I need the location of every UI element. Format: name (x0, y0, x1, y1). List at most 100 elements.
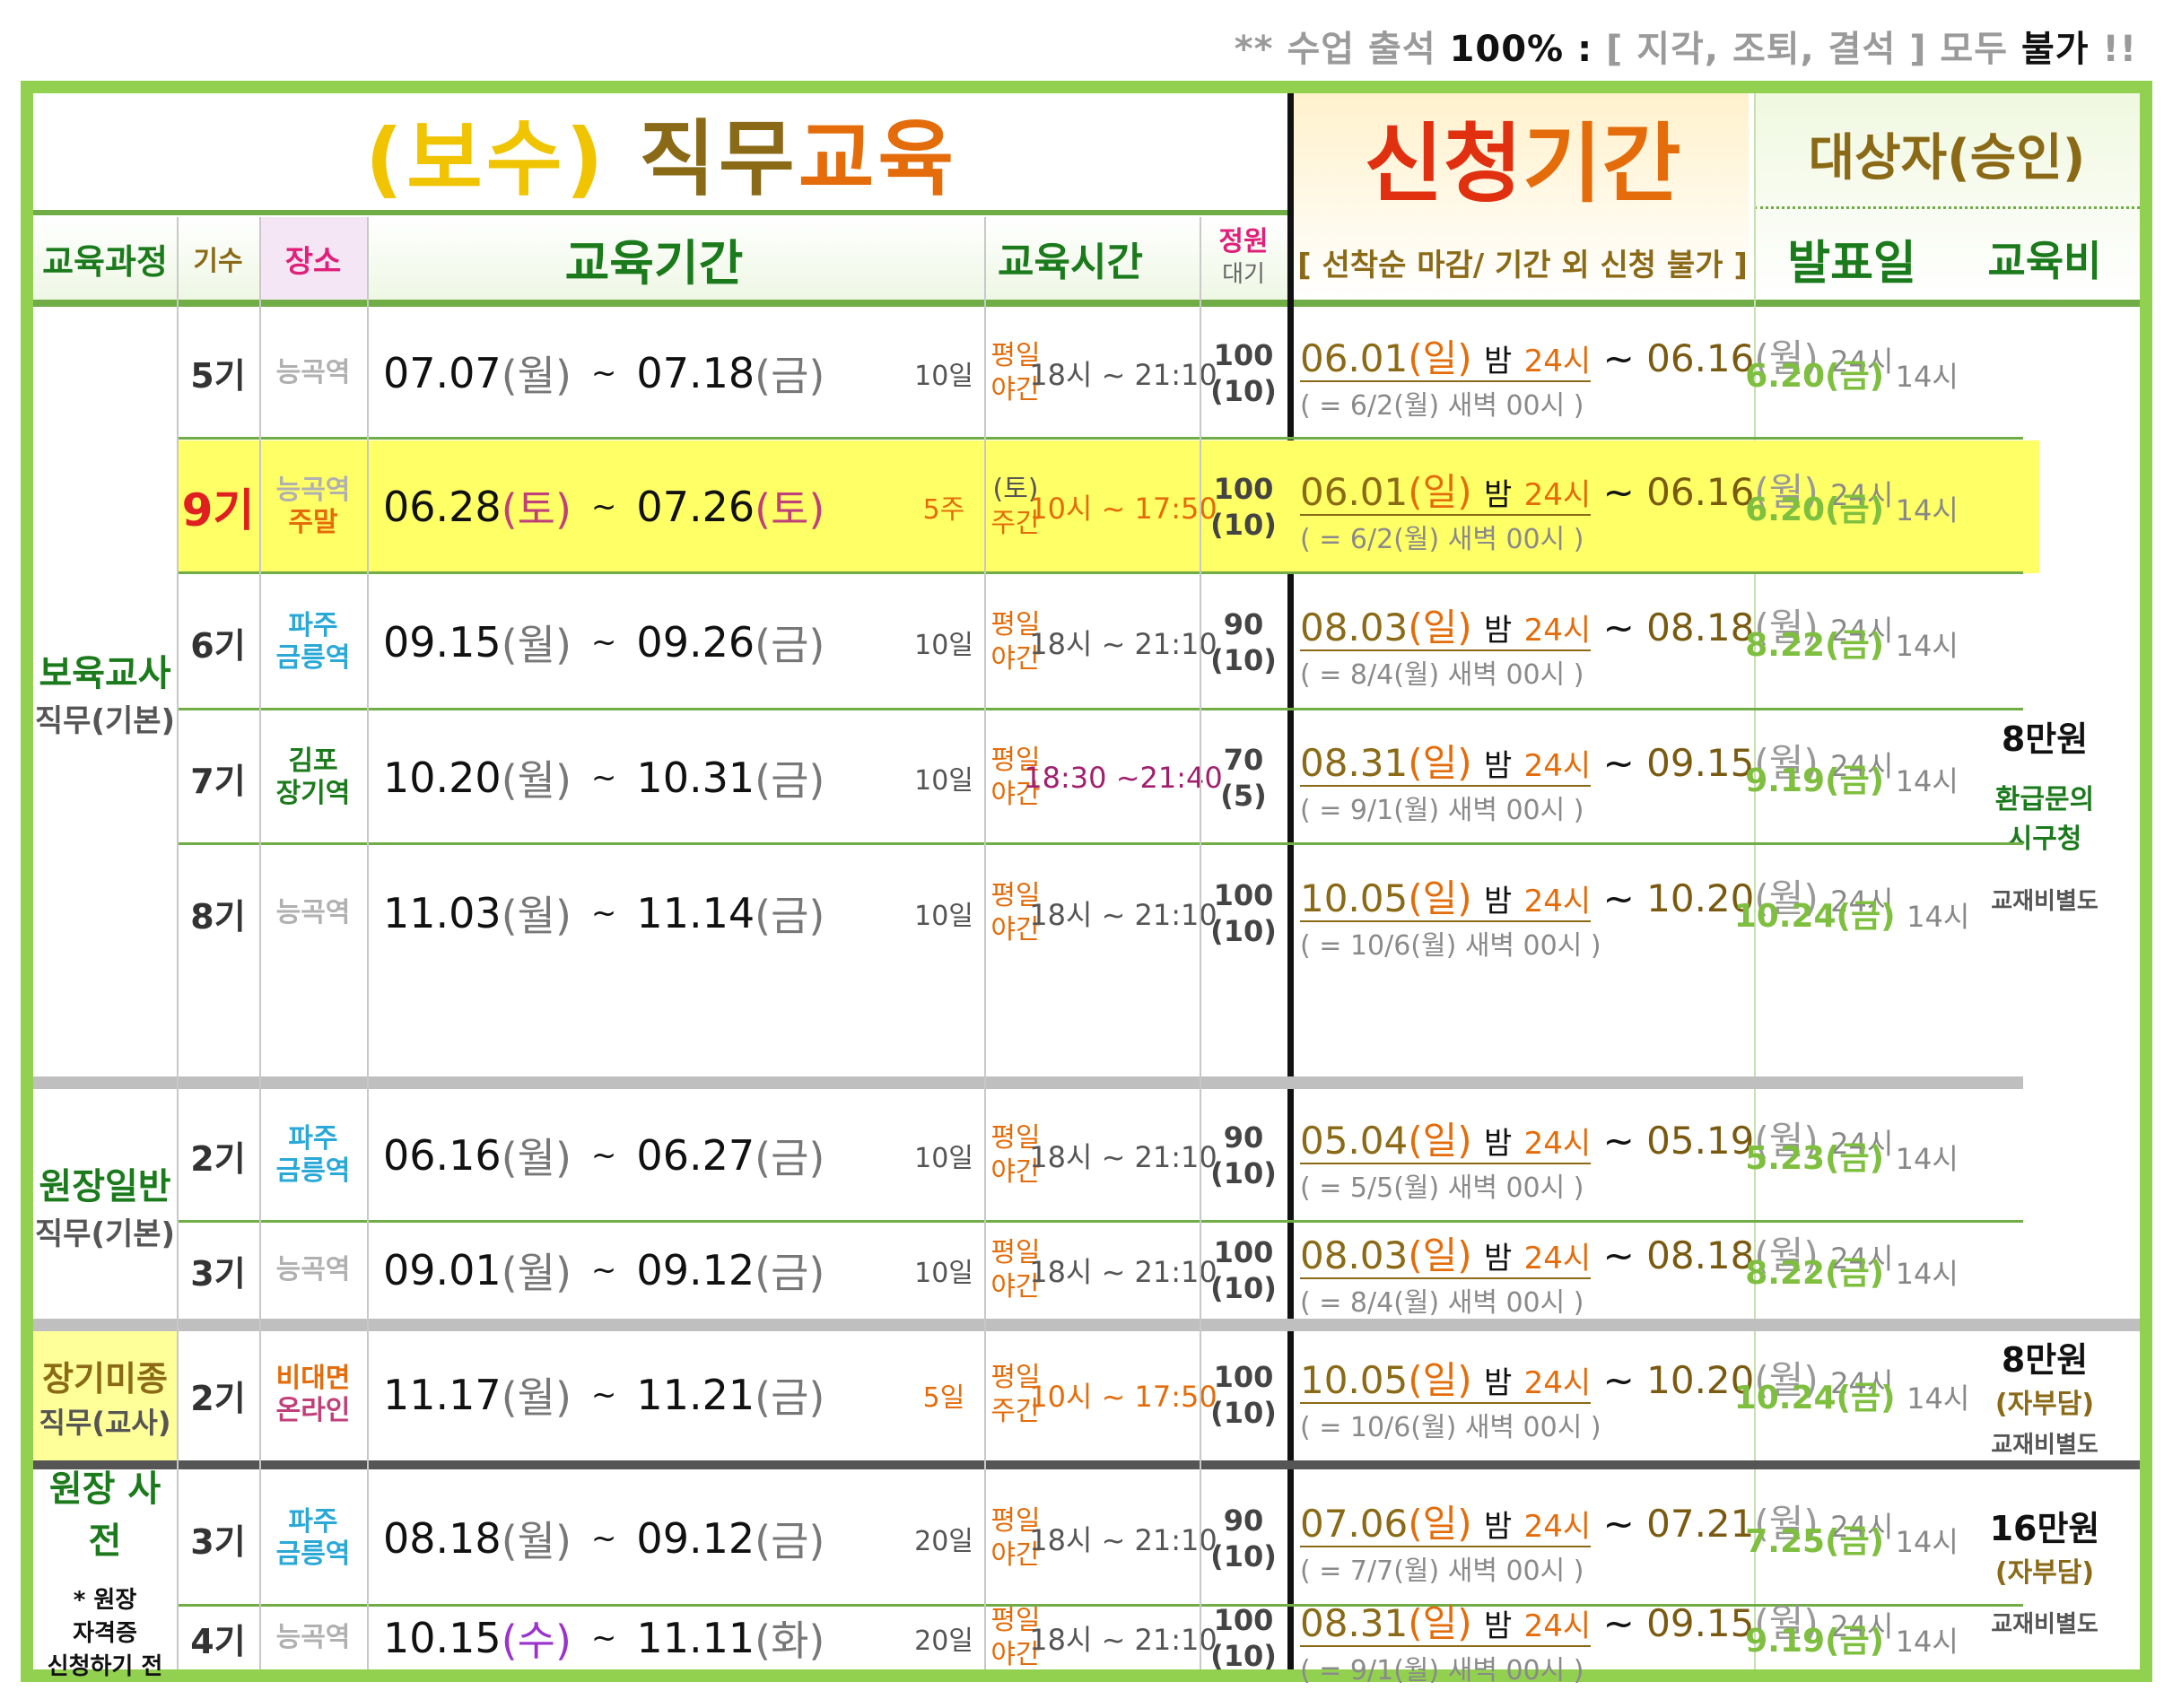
announce-date: 10.24(금) 14시 (1733, 1380, 1970, 1416)
col-fee: 교육비 (1987, 237, 2102, 285)
class-time: 18시 ~ 21:10 (1029, 1523, 1217, 1557)
announce-date: 6.20(금) 14시 (1745, 492, 1959, 528)
duration: 10일 (914, 360, 973, 392)
header-underline (33, 300, 2140, 307)
group-label-teacher: 보육교사 직무(기본) (34, 652, 176, 739)
group-separator (33, 1319, 2140, 1331)
session-type: 평일 야간 (990, 745, 1041, 810)
announce-date: 9.19(금) 14시 (1745, 1623, 1959, 1660)
column-header-bg (33, 217, 1289, 300)
col-course: 교육과정 (42, 241, 168, 282)
duration: 10일 (914, 1143, 973, 1174)
term-cell: 6기 (190, 625, 246, 666)
announce-date: 6.20(금) 14시 (1745, 357, 1959, 395)
session-type: 평일 야간 (990, 880, 1041, 946)
session-type: 평일 주간 (990, 1362, 1041, 1427)
group-separator (33, 1076, 2023, 1089)
apply-divider (1287, 93, 1294, 1669)
page-title: (보수) 직무교육 (365, 110, 957, 207)
group-separator (33, 1460, 2140, 1469)
row-divider (177, 708, 2023, 710)
apply-period-cell: 06.01(일) 밤 24시 ~ 06.16(월) 24시 ( = 6/2(월)… (1300, 470, 1894, 555)
duration: 20일 (914, 1625, 973, 1657)
column-divider (367, 217, 369, 1669)
capacity-cell: 90 (10) (1210, 1503, 1277, 1573)
row-divider (177, 1220, 2023, 1223)
class-time: 18:30 ~21:40 (1024, 761, 1223, 795)
group-label-preliminary: 원장 사전 * 원장 자격증 신청하기 전 (47, 1468, 163, 1680)
place-cell: 능곡역 주말 (275, 475, 351, 538)
col-capacity: 정원 대기 (1218, 226, 1269, 288)
capacity-cell: 100 (10) (1210, 337, 1277, 408)
duration: 5주 (922, 494, 965, 526)
capacity-cell: 90 (10) (1210, 1120, 1277, 1190)
term-cell: 5기 (190, 356, 246, 396)
period-cell: 10.15 (수) ~ 11.11 (화) (383, 1614, 825, 1665)
fee-cell-1: 8만원 환급문의 시구청 교재비별도 (1991, 719, 2099, 915)
row-divider (177, 1459, 2023, 1461)
row-divider (177, 979, 2023, 981)
class-time: 18시 ~ 21:10 (1029, 357, 1217, 392)
duration: 10일 (914, 765, 973, 797)
class-time: 18시 ~ 21:10 (1029, 1140, 1217, 1174)
apply-period-cell: 06.01(일) 밤 24시 ~ 06.16(월) 24시 ( = 6/2(월)… (1300, 336, 1894, 422)
place-cell: 김포 장기역 (275, 745, 351, 809)
capacity-cell: 100 (10) (1210, 1603, 1277, 1673)
period-cell: 11.17 (월) ~ 11.21 (금) (383, 1371, 825, 1422)
target-header-bg (1754, 93, 2140, 300)
place-cell: 능곡역 (275, 897, 351, 928)
session-type: (토) 주간 (990, 474, 1041, 539)
class-time: 18시 ~ 21:10 (1029, 898, 1217, 932)
announce-date: 7.25(금) 14시 (1745, 1523, 1959, 1560)
row-divider (177, 1667, 2023, 1669)
col-time: 교육시간 (998, 240, 1143, 285)
place-cell: 파주 금릉역 (275, 1123, 351, 1187)
place-cell: 능곡역 (275, 1254, 351, 1285)
class-time: 18시 ~ 21:10 (1029, 1255, 1217, 1289)
row-divider (177, 571, 2023, 574)
period-cell: 09.15 (월) ~ 09.26 (금) (383, 618, 825, 669)
target-title: 대상자(승인) (1808, 129, 2086, 187)
class-time: 18시 ~ 21:10 (1029, 627, 1217, 661)
apply-period-cell: 08.31(일) 밤 24시 ~ 09.15(월) 24시 ( = 9/1(월)… (1300, 741, 1894, 826)
capacity-cell: 100 (10) (1210, 1235, 1277, 1305)
announce-date: 5.23(금) 14시 (1745, 1140, 1959, 1177)
col-announce: 발표일 (1787, 236, 1916, 291)
session-type: 평일 야간 (990, 1605, 1041, 1670)
place-header-bg (259, 217, 367, 300)
capacity-cell: 70 (5) (1220, 743, 1267, 813)
term-cell: 7기 (190, 761, 246, 801)
session-type: 평일 야간 (990, 1237, 1041, 1303)
period-cell: 06.16 (월) ~ 06.27 (금) (383, 1131, 825, 1182)
period-cell: 11.03 (월) ~ 11.14 (금) (383, 889, 825, 940)
session-type: 평일 야간 (990, 1122, 1041, 1188)
announce-date: 9.19(금) 14시 (1745, 762, 1959, 799)
column-divider (984, 217, 986, 1669)
apply-header-bg (1289, 93, 1749, 300)
row-divider (177, 1604, 2023, 1607)
session-type: 평일 야간 (990, 609, 1041, 675)
term-cell: 4기 (190, 1621, 246, 1661)
schedule-table: (보수) 직무교육 신청기간 [ 선착순 마감/ 기간 외 신청 불가 ] 대상… (21, 81, 2152, 1686)
col-term: 기수 (193, 246, 243, 277)
apply-period-cell: 08.31(일) 밤 24시 ~ 09.15(월) 24시 ( = 9/1(월)… (1300, 1601, 1894, 1686)
duration: 20일 (914, 1526, 973, 1557)
title-underline (33, 210, 1294, 215)
place-cell: 비대면 온라인 (275, 1363, 351, 1426)
term-cell: 3기 (190, 1253, 246, 1294)
col-period: 교육기간 (564, 234, 744, 292)
place-cell: 파주 금릉역 (275, 1506, 351, 1570)
column-divider (177, 217, 179, 1669)
table-row (177, 440, 2039, 573)
class-time: 10시 ~ 17:50 (1029, 1380, 1217, 1414)
fee-cell-2: 8만원 (자부담) 교재비별도 (1991, 1340, 2099, 1459)
col-place: 장소 (284, 243, 342, 280)
term-cell: 2기 (190, 1138, 246, 1179)
target-divider (1754, 206, 2140, 209)
capacity-cell: 100 (10) (1210, 1360, 1277, 1430)
row-divider (177, 1315, 2023, 1318)
term-cell: 3기 (190, 1521, 246, 1562)
apply-rule: [ 선착순 마감/ 기간 외 신청 불가 ] (1297, 247, 1748, 283)
apply-period-cell: 10.05(일) 밤 24시 ~ 10.20(월) 24시 ( = 10/6(월… (1300, 876, 1894, 962)
apply-period-title: 신청기간 (1364, 113, 1681, 214)
